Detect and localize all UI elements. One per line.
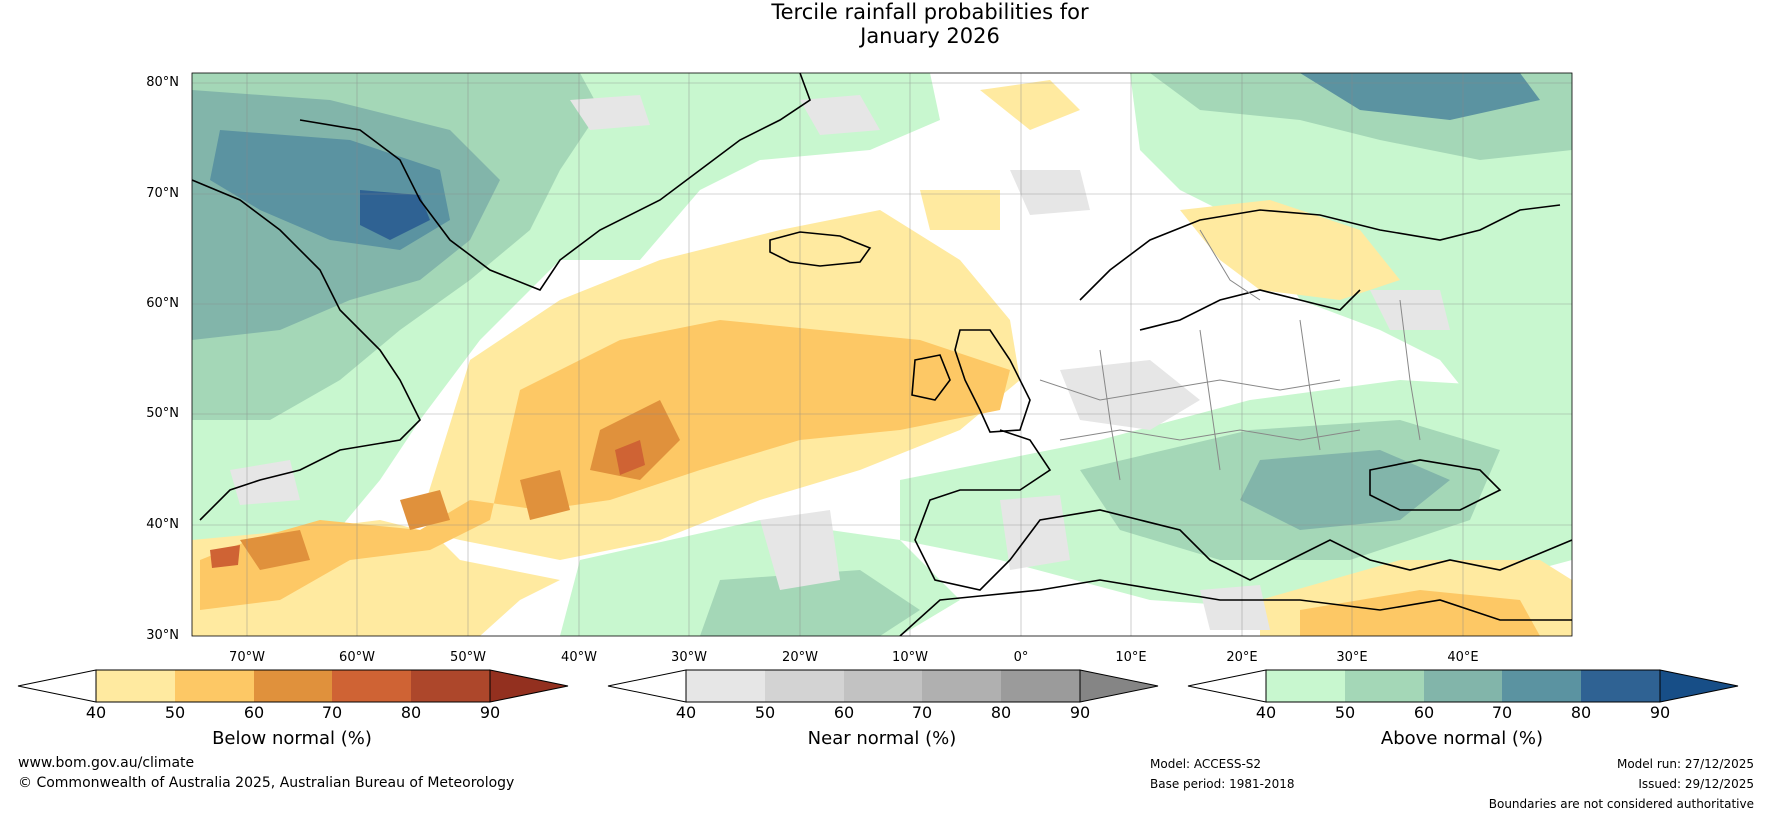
baltic-coast [1139, 289, 1361, 331]
cbar-below-seg-0 [96, 670, 175, 702]
cbar-near-tick: 50 [754, 703, 776, 722]
cbar-near-title: Near normal (%) [807, 728, 957, 749]
cbar-above-seg-1 [1345, 670, 1424, 702]
cbar-above-seg-4 [1581, 670, 1660, 702]
cbar-near-seg-1 [765, 670, 844, 702]
graticule [192, 73, 1572, 636]
lon-label-0: 0° [1013, 650, 1029, 665]
cbar-above-seg-0 [1266, 670, 1345, 702]
green-barents-dark [1300, 73, 1540, 120]
cbar-near-extend-high [1080, 670, 1158, 702]
cbar-near-tick: 70 [911, 703, 933, 722]
map-title: Tercile rainfall probabilities for Janua… [0, 0, 1770, 48]
ireland-coast [911, 354, 951, 401]
lon-label-10w: 10°W [892, 650, 928, 665]
lon-label-30e: 30°E [1336, 650, 1368, 665]
lon-label-20e: 20°E [1226, 650, 1258, 665]
footer-url[interactable]: www.bom.gov.au/climate [18, 755, 195, 771]
lon-label-20w: 20°W [782, 650, 818, 665]
lon-label-40w: 40°W [561, 650, 597, 665]
lon-label-40e: 40°E [1447, 650, 1479, 665]
iceland-coast [769, 231, 872, 267]
cbar-below-seg-1 [175, 670, 254, 702]
cbar-above-title: Above normal (%) [1380, 728, 1544, 749]
cbar-below-seg-4 [411, 670, 490, 702]
green-atlantic-south-mid [700, 570, 920, 636]
lon-label-70w: 70°W [229, 650, 265, 665]
footer-disclaimer: Boundaries are not considered authoritat… [1488, 797, 1754, 811]
cbar-above-tick: 50 [1334, 703, 1356, 722]
cbar-above-extend-high [1660, 670, 1738, 702]
cbar-below-extend-low [17, 669, 97, 703]
green-blacksea-dark [1240, 450, 1450, 530]
cbar-above-tick: 40 [1255, 703, 1277, 722]
cbar-near-tick: 80 [990, 703, 1012, 722]
gray-north-atlantic [570, 95, 1090, 215]
lat-label-30n: 30°N [146, 628, 179, 643]
country-borders [1039, 229, 1421, 481]
cbar-below-tick: 70 [321, 703, 343, 722]
cbar-near-tick: 60 [833, 703, 855, 722]
footer-model-run: Model run: 27/12/2025 [1616, 757, 1754, 771]
cbar-above-tick: 60 [1413, 703, 1435, 722]
canada-coast [192, 179, 421, 521]
orange-atlantic-dark [240, 400, 680, 570]
africa-coast [899, 579, 1572, 636]
lon-label-60w: 60°W [339, 650, 375, 665]
coastlines [192, 73, 1572, 636]
lat-label-80n: 80°N [146, 75, 179, 90]
greenland-coast [299, 73, 811, 291]
cbar-above-seg-3 [1502, 670, 1581, 702]
europe-coast [914, 429, 1572, 591]
gray-europe [1060, 290, 1450, 430]
cbar-near-extend-low [607, 669, 687, 703]
footer-base-period: Base period: 1981-2018 [1150, 777, 1295, 791]
scandinavia-coast [1079, 204, 1561, 301]
cbar-near-tick: 40 [675, 703, 697, 722]
lat-label-60n: 60°N [146, 296, 179, 311]
orange-scandinavia [1180, 200, 1400, 300]
cbar-below-tick: 40 [85, 703, 107, 722]
cbar-above-tick: 70 [1491, 703, 1513, 722]
footer-copyright: © Commonwealth of Australia 2025, Austra… [18, 775, 515, 791]
lat-label-40n: 40°N [146, 517, 179, 532]
footer-model: Model: ACCESS-S2 [1150, 757, 1262, 771]
lat-label-70n: 70°N [146, 186, 179, 201]
title-line-1: Tercile rainfall probabilities for [771, 0, 1089, 24]
cbar-above-extend-low [1187, 669, 1267, 703]
cbar-above-tick: 90 [1649, 703, 1671, 722]
colorbar-near-normal [607, 669, 1159, 703]
cbar-below-seg-3 [332, 670, 411, 702]
cbar-below-tick: 50 [164, 703, 186, 722]
cbar-below-tick: 60 [243, 703, 265, 722]
gray-labrador [230, 460, 300, 505]
blacksea-coast [1369, 459, 1502, 511]
title-line-2: January 2026 [860, 24, 1000, 48]
green-greenland-darkest [360, 190, 430, 240]
colorbar-above-normal [1187, 669, 1739, 703]
gray-atlantic-south [760, 495, 1270, 630]
lon-label-30w: 30°W [671, 650, 707, 665]
lon-label-10e: 10°E [1115, 650, 1147, 665]
cbar-below-seg-2 [254, 670, 332, 702]
cbar-near-seg-2 [844, 670, 922, 702]
cbar-near-seg-0 [686, 670, 765, 702]
cbar-above-seg-2 [1424, 670, 1502, 702]
cbar-near-tick: 90 [1069, 703, 1091, 722]
cbar-near-seg-3 [922, 670, 1001, 702]
cbar-above-tick: 80 [1570, 703, 1592, 722]
colorbar-below-normal [17, 669, 569, 703]
cbar-below-tick: 80 [400, 703, 422, 722]
cbar-near-seg-4 [1001, 670, 1080, 702]
lon-label-50w: 50°W [450, 650, 486, 665]
footer-issued: Issued: 29/12/2025 [1638, 777, 1754, 791]
lat-label-50n: 50°N [146, 406, 179, 421]
cbar-below-tick: 90 [479, 703, 501, 722]
cbar-below-extend-high [490, 670, 568, 702]
map-border [191, 72, 1573, 637]
cbar-below-title: Below normal (%) [212, 728, 372, 749]
orange-north [920, 80, 1080, 230]
orange-africa-mid [1300, 590, 1540, 636]
